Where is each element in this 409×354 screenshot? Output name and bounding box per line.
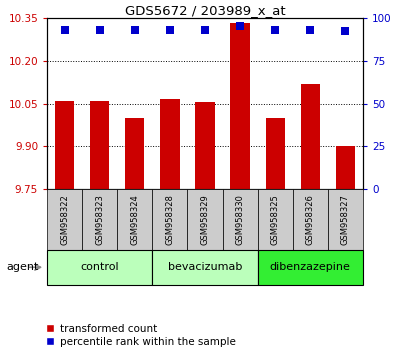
Text: GSM958328: GSM958328 [165, 194, 174, 245]
Bar [257, 250, 362, 285]
Bar [335, 147, 354, 189]
Point [271, 27, 278, 33]
Point [166, 27, 173, 33]
Text: GSM958324: GSM958324 [130, 194, 139, 245]
Bar [152, 250, 257, 285]
Bar [292, 189, 327, 250]
Bar [265, 118, 284, 189]
Bar [300, 84, 319, 189]
Bar [47, 189, 82, 250]
Bar [160, 99, 179, 189]
Bar [152, 189, 187, 250]
Text: GSM958327: GSM958327 [340, 194, 349, 245]
Bar [55, 101, 74, 189]
Text: dibenzazepine: dibenzazepine [269, 262, 350, 272]
Text: GSM958326: GSM958326 [305, 194, 314, 245]
Bar [327, 189, 362, 250]
Bar [230, 23, 249, 189]
Text: bevacizumab: bevacizumab [167, 262, 242, 272]
Bar [82, 189, 117, 250]
Bar [187, 189, 222, 250]
Point [96, 27, 103, 33]
Point [236, 23, 243, 29]
Bar [257, 189, 292, 250]
Text: agent: agent [6, 262, 38, 272]
Text: GSM958329: GSM958329 [200, 194, 209, 245]
Text: GSM958330: GSM958330 [235, 194, 244, 245]
Bar [47, 250, 152, 285]
Title: GDS5672 / 203989_x_at: GDS5672 / 203989_x_at [124, 4, 285, 17]
Legend: transformed count, percentile rank within the sample: transformed count, percentile rank withi… [46, 324, 235, 347]
Point [306, 27, 313, 33]
Text: GSM958323: GSM958323 [95, 194, 104, 245]
Bar [125, 118, 144, 189]
Text: GSM958322: GSM958322 [60, 194, 69, 245]
Point [131, 27, 138, 33]
Bar [117, 189, 152, 250]
Point [61, 27, 68, 33]
Bar [195, 102, 214, 189]
Point [341, 29, 348, 34]
Text: GSM958325: GSM958325 [270, 194, 279, 245]
Point [201, 27, 208, 33]
Bar [90, 101, 109, 189]
Text: control: control [80, 262, 119, 272]
Bar [222, 189, 257, 250]
